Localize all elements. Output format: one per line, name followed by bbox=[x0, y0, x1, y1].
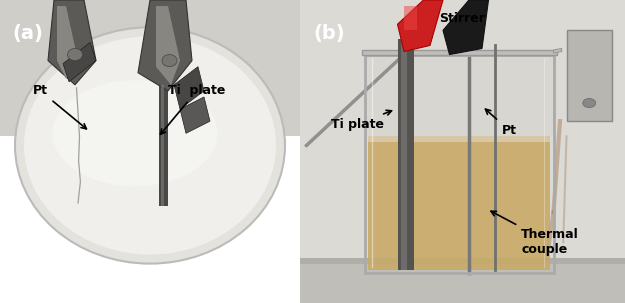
Polygon shape bbox=[443, 0, 489, 55]
Text: (b): (b) bbox=[313, 24, 344, 43]
Text: Pt: Pt bbox=[486, 109, 516, 137]
Ellipse shape bbox=[24, 36, 276, 255]
Ellipse shape bbox=[162, 55, 177, 67]
Bar bbox=[368, 136, 550, 142]
Text: Thermal
couple: Thermal couple bbox=[491, 211, 579, 256]
Text: (a): (a) bbox=[12, 24, 43, 43]
Polygon shape bbox=[554, 48, 562, 53]
Text: Pt: Pt bbox=[33, 85, 86, 129]
Polygon shape bbox=[398, 0, 443, 52]
Text: Ti plate: Ti plate bbox=[331, 110, 391, 131]
Ellipse shape bbox=[68, 48, 82, 61]
Polygon shape bbox=[48, 0, 96, 85]
Text: Stirrer: Stirrer bbox=[439, 12, 486, 25]
Polygon shape bbox=[156, 6, 180, 85]
Bar bbox=[368, 142, 550, 270]
Bar bbox=[300, 261, 625, 303]
Bar bbox=[362, 50, 557, 55]
Polygon shape bbox=[57, 6, 78, 79]
Ellipse shape bbox=[15, 27, 285, 264]
Ellipse shape bbox=[582, 98, 596, 108]
Polygon shape bbox=[138, 0, 192, 91]
Bar bbox=[365, 55, 554, 273]
Text: Ti  plate: Ti plate bbox=[161, 85, 226, 134]
Bar bbox=[300, 258, 625, 264]
Bar bbox=[566, 30, 612, 121]
Ellipse shape bbox=[52, 80, 217, 186]
Polygon shape bbox=[174, 67, 204, 109]
Polygon shape bbox=[180, 97, 210, 133]
Bar bbox=[365, 55, 554, 136]
Polygon shape bbox=[63, 42, 96, 82]
Bar bbox=[0, 0, 300, 136]
